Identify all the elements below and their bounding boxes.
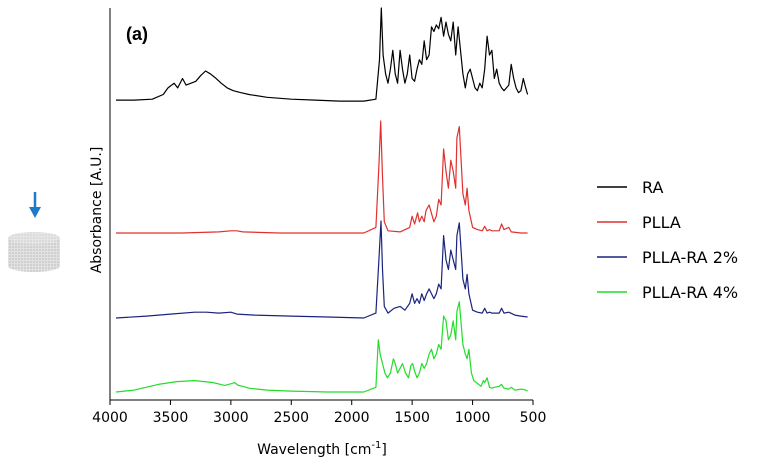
x-tick-label: 3000 <box>213 410 249 426</box>
x-tick-label: 2500 <box>273 410 309 426</box>
x-axis-ticks: 4000 3500 3000 2500 2000 1500 1000 500 <box>92 400 546 426</box>
cylindrical-scaffold-icon <box>8 232 60 272</box>
x-tick-label: 2000 <box>334 410 370 426</box>
axes: 4000 3500 3000 2500 2000 1500 1000 500 <box>92 8 546 426</box>
series-line-plla <box>116 120 528 234</box>
x-axis-label-main: Wavelength [cm <box>257 442 371 458</box>
y-axis-label: Absorbance [A.U.] <box>89 147 105 274</box>
series-line-plla-ra-2 <box>115 220 528 319</box>
legend-label: RA <box>642 178 663 197</box>
x-tick-label: 500 <box>520 410 547 426</box>
x-tick-label: 4000 <box>92 410 128 426</box>
down-arrow-icon <box>29 192 41 218</box>
legend: RA PLLA PLLA-RA 2% PLLA-RA 4% <box>597 178 738 302</box>
panel-label: (a) <box>126 24 148 44</box>
x-axis-label-superscript: -1 <box>371 440 381 451</box>
x-tick-label: 3500 <box>153 410 189 426</box>
x-axis-label-end: ] <box>381 442 386 458</box>
legend-label: PLLA-RA 4% <box>642 283 738 302</box>
x-tick-label: 1000 <box>455 410 491 426</box>
series-line-ra <box>116 7 529 102</box>
legend-label: PLLA-RA 2% <box>642 248 738 267</box>
side-graphic <box>8 192 60 272</box>
x-tick-label: 1500 <box>394 410 430 426</box>
x-axis-label: Wavelength [cm-1] <box>257 440 387 458</box>
spectra-series <box>115 7 529 393</box>
legend-label: PLLA <box>642 213 681 232</box>
series-line-plla-ra-4 <box>115 301 528 393</box>
